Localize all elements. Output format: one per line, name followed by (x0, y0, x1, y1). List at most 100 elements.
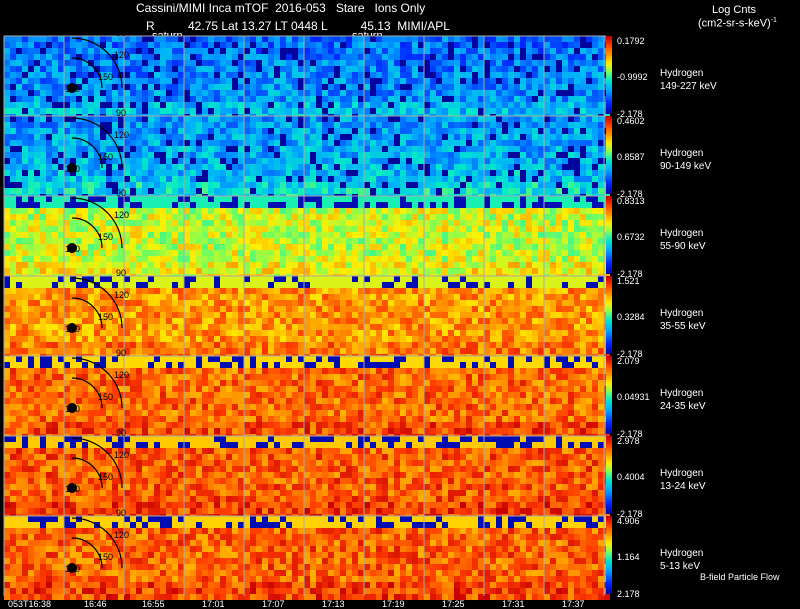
heatmap-cell (322, 300, 328, 306)
heatmap-cell (490, 250, 496, 256)
heatmap-cell (556, 152, 562, 158)
heatmap-cell (274, 96, 280, 102)
heatmap-cell (322, 232, 328, 238)
heatmap-cell (502, 232, 508, 238)
heatmap-cell (592, 108, 598, 114)
heatmap-cell (508, 66, 514, 72)
heatmap-cell (52, 306, 58, 312)
heatmap-cell (220, 102, 226, 108)
heatmap-cell (214, 196, 220, 202)
heatmap-cell (484, 78, 490, 84)
heatmap-cell (448, 134, 454, 140)
heatmap-cell (262, 36, 268, 42)
heatmap-cell (508, 140, 514, 146)
heatmap-cell (580, 170, 586, 176)
heatmap-cell (286, 208, 292, 214)
heatmap-cell (112, 128, 118, 134)
heatmap-cell (178, 66, 184, 72)
heatmap-cell (484, 90, 490, 96)
heatmap-cell (334, 188, 340, 194)
heatmap-cell (520, 128, 526, 134)
heatmap-cell (406, 238, 412, 244)
heatmap-cell (532, 250, 538, 256)
heatmap-cell (562, 288, 568, 294)
heatmap-cell (574, 42, 580, 48)
heatmap-cell (370, 256, 376, 262)
heatmap-cell (544, 146, 550, 152)
heatmap-cell (46, 182, 52, 188)
heatmap-cell (334, 134, 340, 140)
heatmap-cell (22, 188, 28, 194)
heatmap-cell (298, 214, 304, 220)
heatmap-cell (58, 84, 64, 90)
heatmap-cell (562, 188, 568, 194)
heatmap-cell (100, 42, 106, 48)
heatmap-cell (484, 164, 490, 170)
heatmap-cell (40, 250, 46, 256)
heatmap-cell (274, 256, 280, 262)
heatmap-cell (520, 196, 526, 202)
heatmap-cell (502, 202, 508, 208)
heatmap-cell (538, 170, 544, 176)
heatmap-cell (10, 122, 16, 128)
heatmap-cell (550, 196, 556, 202)
heatmap-cell (22, 116, 28, 122)
heatmap-cell (592, 36, 598, 42)
heatmap-cell (352, 170, 358, 176)
heatmap-cell (166, 188, 172, 194)
heatmap-cell (160, 116, 166, 122)
heatmap-cell (358, 288, 364, 294)
heatmap-cell (130, 268, 136, 274)
heatmap-cell (388, 268, 394, 274)
heatmap-cell (172, 48, 178, 54)
heatmap-cell (184, 108, 190, 114)
heatmap-cell (340, 96, 346, 102)
colorbar-segment (606, 104, 612, 106)
heatmap-cell (382, 90, 388, 96)
heatmap-cell (34, 42, 40, 48)
heatmap-cell (208, 78, 214, 84)
heatmap-cell (214, 182, 220, 188)
heatmap-cell (202, 140, 208, 146)
heatmap-cell (322, 90, 328, 96)
heatmap-cell (382, 294, 388, 300)
heatmap-cell (214, 250, 220, 256)
heatmap-cell (514, 78, 520, 84)
heatmap-cell (238, 196, 244, 202)
heatmap-cell (34, 188, 40, 194)
heatmap-cell (304, 60, 310, 66)
heatmap-cell (580, 214, 586, 220)
heatmap-cell (166, 294, 172, 300)
heatmap-cell (346, 300, 352, 306)
heatmap-cell (172, 122, 178, 128)
heatmap-cell (262, 300, 268, 306)
heatmap-cell (232, 214, 238, 220)
heatmap-cell (100, 188, 106, 194)
colorbar-segment (606, 94, 612, 96)
heatmap-cell (238, 306, 244, 312)
heatmap-cell (202, 268, 208, 274)
heatmap-cell (580, 102, 586, 108)
heatmap-cell (352, 122, 358, 128)
heatmap-cell (490, 182, 496, 188)
colorbar-segment (606, 128, 612, 130)
heatmap-cell (322, 102, 328, 108)
heatmap-cell (496, 128, 502, 134)
heatmap-cell (466, 152, 472, 158)
heatmap-cell (58, 158, 64, 164)
heatmap-cell (298, 300, 304, 306)
heatmap-cell (202, 158, 208, 164)
heatmap-cell (172, 244, 178, 250)
heatmap-cell (430, 288, 436, 294)
heatmap-cell (292, 146, 298, 152)
heatmap-cell (364, 152, 370, 158)
heatmap-cell (196, 208, 202, 214)
heatmap-cell (304, 54, 310, 60)
heatmap-cell (592, 232, 598, 238)
heatmap-cell (364, 208, 370, 214)
heatmap-cell (226, 42, 232, 48)
heatmap-cell (310, 220, 316, 226)
heatmap-cell (388, 202, 394, 208)
heatmap-cell (172, 300, 178, 306)
heatmap-cell (358, 300, 364, 306)
